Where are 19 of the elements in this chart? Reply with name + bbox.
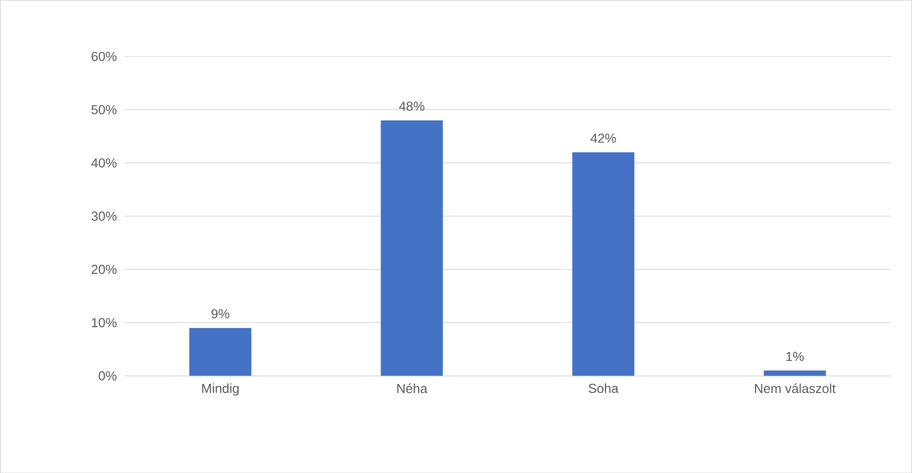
data-label: 42% [590,133,616,143]
y-tick-label: 50% [91,104,117,114]
y-tick-label: 60% [92,52,117,61]
x-tick-label: Nem válaszolt [755,383,836,393]
y-tick-label: 10% [92,318,117,328]
data-label: 1% [786,352,804,361]
bar [572,152,634,376]
data-label: 48% [399,101,424,111]
bar [764,370,826,376]
bar [380,120,443,376]
x-tick-label: Mindig [202,383,239,396]
bar [189,328,252,376]
y-tick-label: 0% [98,371,117,380]
data-label: 9% [212,309,230,318]
y-tick-label: 20% [92,264,117,274]
x-tick-label: Soha [588,383,619,393]
x-tick-label: Néha [397,383,428,393]
y-tick-label: 30% [91,211,117,221]
y-tick-label: 40% [91,158,117,168]
